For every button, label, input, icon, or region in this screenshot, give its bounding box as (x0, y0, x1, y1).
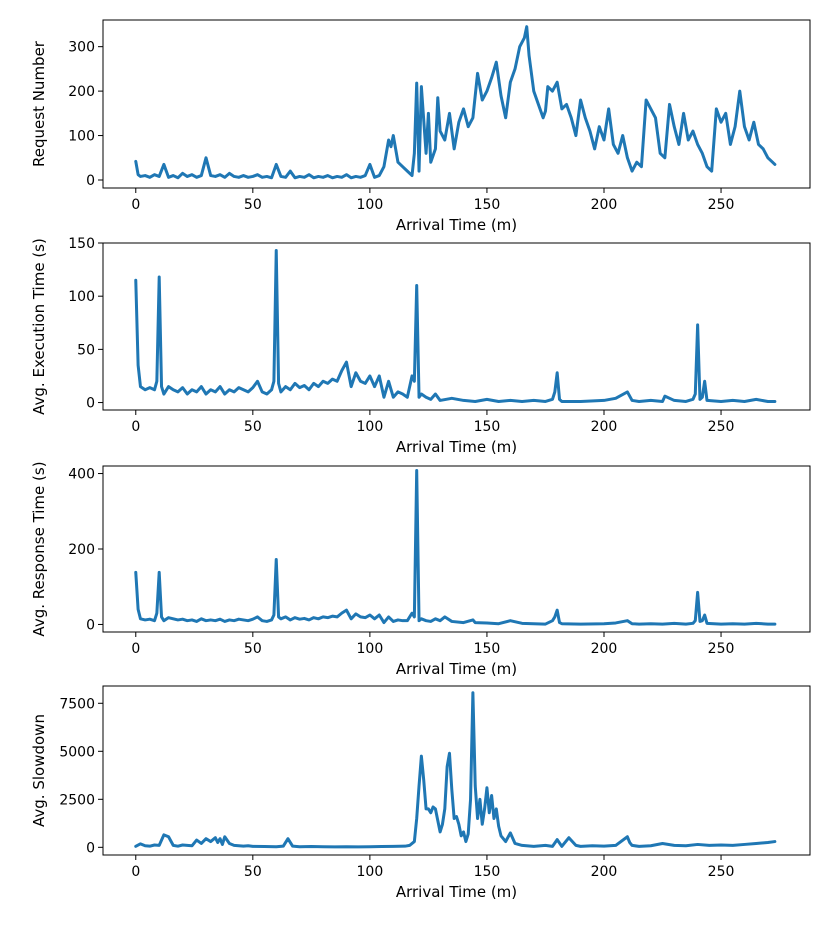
x-tick-label: 150 (474, 197, 501, 213)
x-tick-label: 250 (708, 864, 735, 880)
x-axis-label: Arrival Time (m) (396, 216, 517, 234)
x-tick-label: 100 (357, 197, 384, 213)
y-tick-label: 200 (68, 84, 95, 100)
y-tick-label: 100 (68, 289, 95, 305)
y-axis-label: Avg. Execution Time (s) (30, 238, 48, 415)
x-tick-label: 200 (591, 864, 618, 880)
x-tick-label: 100 (357, 419, 384, 435)
series-line-0 (134, 691, 777, 849)
subplot-avg-response-time: 0 50 100 150 200 250 0 200 400 Arrival Time (m) Av… (30, 461, 811, 678)
y-tick-label: 5000 (59, 744, 95, 760)
x-tick-label: 0 (131, 197, 140, 213)
series-line-0 (134, 469, 777, 626)
series-line-0 (134, 248, 777, 403)
y-tick-label: 300 (68, 40, 95, 56)
x-tick-label: 0 (131, 419, 140, 435)
x-axis-label: Arrival Time (m) (396, 438, 517, 456)
y-axis-label: Avg. Slowdown (30, 714, 48, 827)
y-tick-label: 150 (68, 236, 95, 252)
x-tick-label: 50 (244, 419, 262, 435)
x-tick-label: 150 (474, 864, 501, 880)
y-tick-label: 400 (68, 467, 95, 483)
x-tick-label: 200 (591, 641, 618, 657)
axes-frame (102, 19, 811, 189)
series-line-0 (134, 25, 777, 180)
axes-frame (102, 685, 811, 856)
subplot-avg-execution-time: 0 50 100 150 200 250 0 50 100 150 Arrival Time (m)… (30, 236, 811, 456)
axes-frame (102, 242, 811, 411)
y-axis-label: Avg. Response Time (s) (30, 461, 48, 636)
x-tick-label: 250 (708, 641, 735, 657)
y-tick-label: 0 (86, 173, 95, 189)
x-tick-label: 200 (591, 197, 618, 213)
x-tick-label: 50 (244, 197, 262, 213)
y-tick-label: 7500 (59, 696, 95, 712)
x-tick-label: 150 (474, 641, 501, 657)
x-tick-label: 150 (474, 419, 501, 435)
x-tick-label: 100 (357, 641, 384, 657)
y-tick-label: 100 (68, 129, 95, 145)
x-tick-label: 250 (708, 419, 735, 435)
y-tick-label: 0 (86, 617, 95, 633)
x-tick-label: 0 (131, 864, 140, 880)
x-tick-label: 50 (244, 864, 262, 880)
x-tick-label: 250 (708, 197, 735, 213)
y-axis-label: Request Number (30, 40, 48, 167)
axes-frame (102, 465, 811, 633)
x-tick-label: 0 (131, 641, 140, 657)
x-axis-label: Arrival Time (m) (396, 660, 517, 678)
y-tick-label: 200 (68, 542, 95, 558)
subplot-request-number: 0 50 100 150 200 250 0 100 200 300 Arrival Time (m… (30, 19, 811, 234)
y-tick-label: 2500 (59, 792, 95, 808)
y-tick-label: 50 (77, 342, 95, 358)
x-tick-label: 100 (357, 864, 384, 880)
y-tick-label: 0 (86, 396, 95, 412)
x-tick-label: 50 (244, 641, 262, 657)
x-tick-label: 200 (591, 419, 618, 435)
x-axis-label: Arrival Time (m) (396, 883, 517, 901)
y-tick-label: 0 (86, 840, 95, 856)
